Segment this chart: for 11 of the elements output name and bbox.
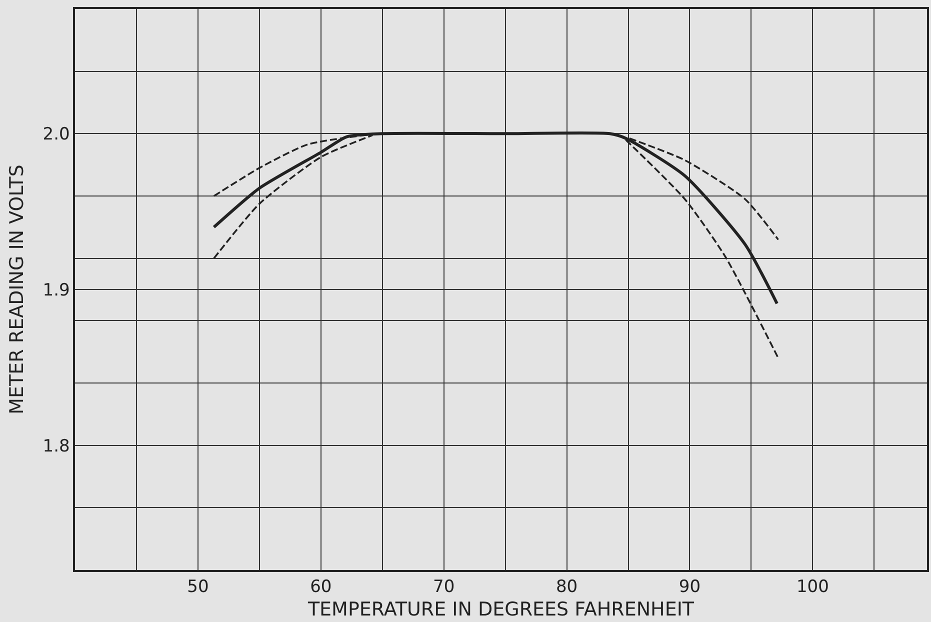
x-tick-label: 50 <box>187 577 209 598</box>
x-tick-label: 80 <box>556 577 578 598</box>
x-tick-label: 90 <box>678 577 701 598</box>
x-tick-label: 70 <box>433 577 455 598</box>
y-tick-label: 2.0 <box>42 124 70 145</box>
x-axis-title: TEMPERATURE IN DEGREES FAHRENHEIT <box>306 598 694 620</box>
x-tick-label: 100 <box>796 577 829 598</box>
y-axis-title: METER READING IN VOLTS <box>6 164 28 414</box>
y-tick-label: 1.8 <box>42 436 70 456</box>
x-tick-label: 60 <box>310 577 332 598</box>
y-tick-label: 1.9 <box>42 280 70 300</box>
